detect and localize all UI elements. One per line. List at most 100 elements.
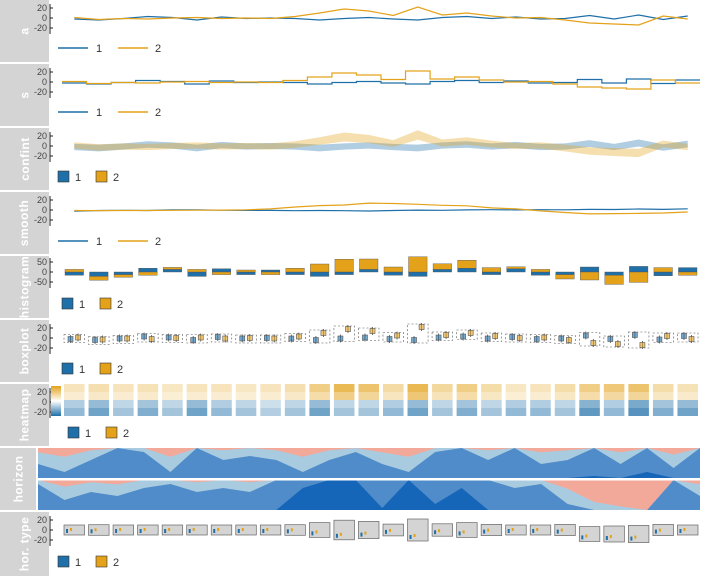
panel-heatmap-cell [358,392,379,400]
panel-heatmap-cell [260,392,281,400]
panel-boxplot-box-2 [369,328,376,334]
panel-hor-type-legend-swatch-2 [95,555,108,568]
panel-boxplot-box-1 [411,337,417,343]
panel-hor-type-mark-2 [94,528,97,532]
panel-horizon-series-2-negative-band [38,480,700,510]
panel-heatmap-cell [383,392,404,400]
panel-a-series-2-line [74,6,688,26]
panel-boxplot-box-2 [271,335,278,342]
panel-boxplot-box-2 [615,341,621,347]
panel-boxplot-group-frame [529,334,552,343]
panel-hor-type-mark-2 [438,529,441,533]
panel-heatmap-cell [137,384,159,392]
panel-histogram-bar-1 [604,271,624,276]
panel-boxplot-box-2 [75,334,81,341]
panel-hor-type-box [309,522,331,538]
panel-boxplot-box-2 [590,340,597,346]
panel-histogram-bar-1 [531,271,550,276]
panel-boxplot-legend-label-2: 2 [117,364,123,376]
panel-heatmap-cell [407,392,429,400]
panel-heatmap-cell [333,408,355,416]
panel-hor-type-mark-1 [483,529,486,534]
panel-horizon-series-1-band [38,472,700,478]
panel-histogram-bar-1 [457,268,477,273]
panel-boxplot-box-2 [541,334,548,341]
panel-hor-type-mark-1 [458,531,461,536]
panel-boxplot-box-1 [460,333,466,340]
panel-heatmap-cell [603,400,625,408]
strip-confint: confint [0,128,49,190]
panel-hor-type-box [603,525,625,543]
panel-boxplot-box-2 [566,337,572,343]
panel-histogram-bar-1 [383,271,403,276]
panel-horizon-series-1-negative-band [38,448,700,457]
panel-heatmap-cell [333,392,355,400]
panel-hor-type-mark-1 [66,529,68,533]
panel-confint-legend-swatch-2 [95,170,108,183]
panel-boxplot-box-2 [443,332,449,338]
panel-hor-type-mark-1 [556,529,559,534]
panel-boxplot-group-frame [186,334,208,344]
panel-histogram-bar-2 [310,263,330,273]
strip-heatmap: heatmap [0,384,49,446]
panel-heatmap-cell [505,408,527,416]
panel-boxplot-box-1 [67,336,74,342]
panel-boxplot-tick-label: 20 [37,323,47,333]
panel-confint-band-2 [74,130,688,158]
panel-boxplot-box-2 [418,324,425,330]
panel-boxplot-group-frame [382,332,404,343]
panel-hor-type-box [358,521,380,539]
panel-boxplot-box-1 [264,335,270,341]
panel-boxplot-box-1 [656,336,663,343]
panel-boxplot-box-1 [288,335,295,342]
panel-heatmap-cell [652,408,674,416]
strip-horizon: horizon [0,448,36,510]
panel-hor-type-box [505,524,527,536]
panel-heatmap-cell [407,384,429,392]
panel-histogram-bar-1 [506,268,526,273]
panel-boxplot-group-frame [161,334,183,343]
panel-boxplot-group-frame [260,334,282,344]
panel-hor-type-legend-label-2: 2 [113,557,119,569]
panel-hor-type-mark-1 [237,529,240,533]
panel-a-series-1-line [74,14,688,21]
panel-hor-type-box [382,523,404,537]
panel-smooth-legend-label-2: 2 [155,236,161,248]
panel-hor-type-mark-1 [532,529,535,533]
panel-histogram-bar-2 [531,269,550,273]
panel-histogram-bar-1 [653,271,673,276]
panel-heatmap-colorbar [51,386,61,416]
panel-hor-type-box [284,524,306,536]
panel-smooth-tick-label: 20 [37,195,47,205]
panel-heatmap-tick-label: 20 [37,387,47,397]
panel-hor-type-box [431,523,453,537]
panel-hor-type-mark-2 [683,528,686,531]
strip-a: a [0,0,49,62]
panel-boxplot-box-2 [394,332,400,339]
panel-heatmap-cell [309,408,330,416]
panel-heatmap-cell [162,392,183,400]
panel-heatmap-cell [383,400,404,408]
panel-histogram-bar-2 [481,267,501,273]
panel-smooth-tick-label: 0 [42,205,47,215]
panel-heatmap-cell [309,392,330,400]
panel-heatmap-cell [64,384,85,392]
panel-heatmap-cell [432,384,453,392]
panel-hor-type-tick-label: 20 [37,515,47,525]
panel-heatmap-cell [383,384,404,392]
panel-boxplot-box-2 [222,335,229,342]
panel-histogram-bar-1 [359,269,379,273]
panel-boxplot-box-1 [165,334,172,341]
panel-histogram-bar-2 [187,269,207,273]
panel-heatmap-tick-label: -20 [34,407,47,417]
panel-histogram-bar-1 [629,266,649,273]
panel-histogram-tick-label: 50 [37,257,47,267]
panel-smooth-series-2-line [74,202,688,215]
panel-histogram-bar-2 [89,276,109,281]
panel-hor-type-box [186,524,208,536]
panel-hor-type-box [112,524,134,536]
panel-boxplot-group-frame [579,332,601,347]
panel-hor-type-mark-1 [385,529,387,534]
panel-heatmap-cell [456,392,478,400]
panel-hor-type-mark-2 [241,528,244,531]
